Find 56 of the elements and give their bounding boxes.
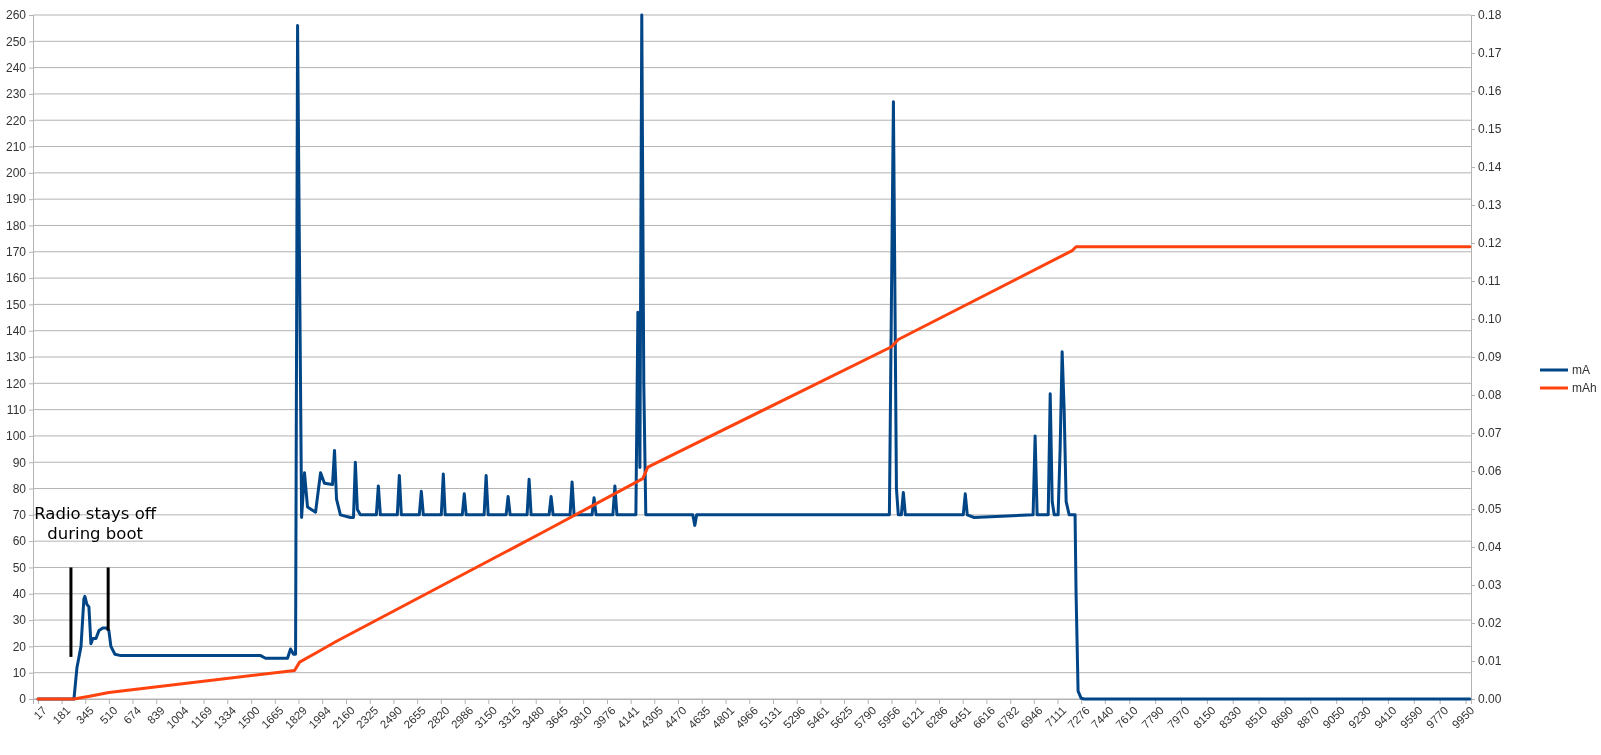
y-tick-label: 90 [12, 455, 27, 470]
y-tick-label: 140 [5, 324, 27, 339]
line-series [36, 245, 1472, 701]
legend-label: mA [1572, 363, 1590, 377]
y-tick-label: 220 [5, 113, 27, 128]
y-tick-label: 60 [12, 534, 27, 549]
y2-tick-label: 0.15 [1478, 122, 1502, 137]
y2-tick-label: 0.12 [1478, 236, 1502, 251]
y-tick-label: 20 [12, 639, 27, 654]
y-tick-label: 190 [5, 192, 27, 207]
y2-tick-label: 0.17 [1478, 46, 1502, 61]
x-tick-label: 345 [73, 704, 96, 727]
y2-tick-label: 0.03 [1478, 578, 1502, 593]
y-tick-label: 70 [12, 508, 27, 523]
x-tick-label: 674 [121, 703, 144, 727]
y-tick-label: 240 [5, 60, 27, 75]
y-tick-label: 120 [5, 376, 27, 391]
y-tick-label: 50 [12, 560, 27, 575]
y-tick-label: 230 [5, 87, 27, 102]
y2-tick-label: 0.13 [1478, 198, 1502, 213]
y-tick-label: 130 [5, 350, 27, 365]
y-tick-label: 30 [12, 613, 27, 628]
y-tick-label: 260 [5, 8, 27, 23]
y-tick-label: 0 [19, 692, 27, 707]
x-tick-label: 510 [97, 704, 120, 727]
y2-tick-label: 0.04 [1478, 540, 1502, 555]
y2-tick-label: 0.14 [1478, 160, 1502, 175]
y-tick-label: 150 [5, 297, 27, 312]
y-tick-label: 250 [5, 34, 27, 49]
y-tick-label: 160 [5, 271, 27, 286]
y2-tick-label: 0.09 [1478, 350, 1502, 365]
y2-tick-label: 0.06 [1478, 464, 1502, 479]
y2-tick-label: 0.18 [1478, 8, 1502, 23]
y-tick-label: 180 [5, 218, 27, 233]
y2-tick-label: 0.10 [1478, 312, 1502, 327]
x-tick-label: 839 [144, 704, 167, 727]
y2-tick-label: 0.05 [1478, 502, 1502, 517]
y-tick-label: 100 [5, 429, 27, 444]
y-tick-label: 210 [5, 139, 27, 154]
y-tick-label: 110 [6, 402, 27, 417]
x-tick-label: 17 [31, 704, 49, 722]
x-tick-label: 181 [50, 704, 73, 727]
y-tick-label: 40 [12, 587, 27, 602]
y2-tick-label: 0.02 [1478, 616, 1502, 631]
annotation: Radio stays off during boot [34, 504, 157, 544]
y2-tick-label: 0.07 [1478, 426, 1502, 441]
y-tick-label: 170 [5, 245, 27, 260]
y-tick-label: 200 [5, 166, 27, 181]
y2-tick-label: 0.00 [1478, 692, 1502, 707]
y-tick-label: 10 [12, 666, 27, 681]
y2-tick-label: 0.01 [1478, 654, 1502, 669]
y-tick-label: 80 [12, 481, 27, 496]
legend-label: mAh [1572, 381, 1597, 395]
y2-tick-label: 0.08 [1478, 388, 1502, 403]
y2-tick-label: 0.16 [1478, 84, 1502, 99]
y2-tick-label: 0.11 [1478, 274, 1501, 289]
